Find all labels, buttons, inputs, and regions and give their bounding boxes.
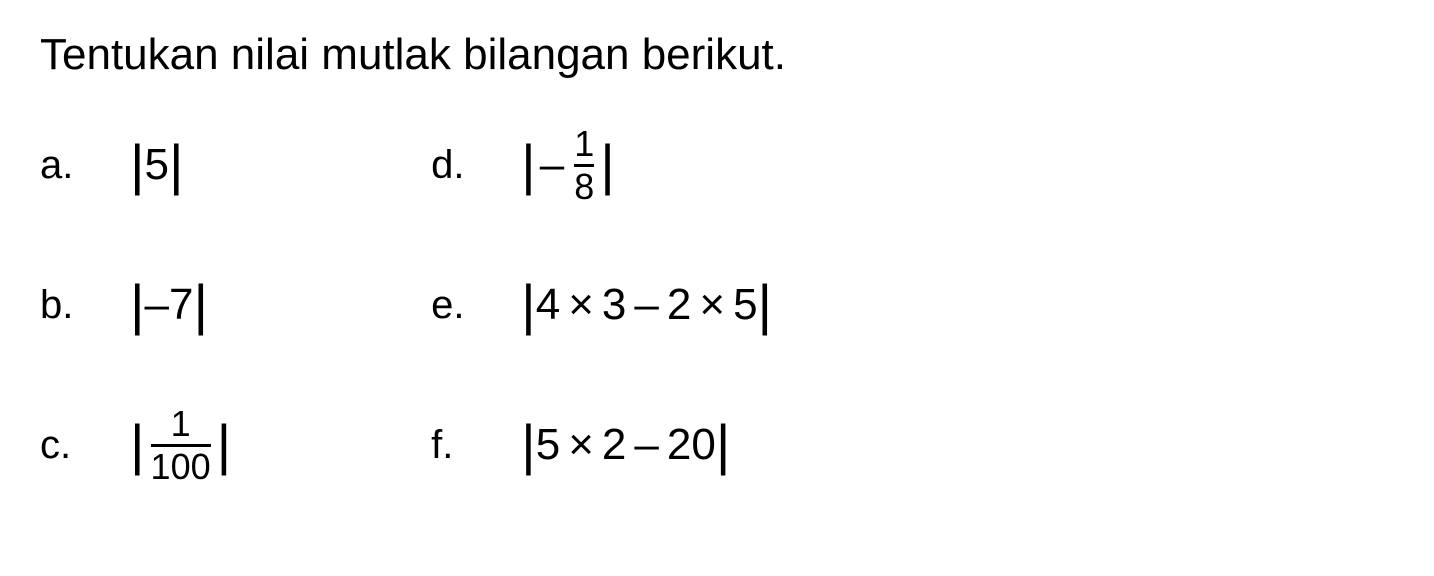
abs-close: | xyxy=(758,277,773,333)
problem-f: f. | 5 × 2 – 20 | xyxy=(431,400,772,490)
value: 7 xyxy=(169,280,193,330)
expression-a: | 5 | xyxy=(130,137,184,193)
abs-close: | xyxy=(716,417,731,473)
minus-sign: – xyxy=(540,140,564,190)
minus-sign: – xyxy=(634,280,658,330)
left-column: a. | 5 | b. | – 7 | c. | 1 100 xyxy=(40,120,231,490)
value: 5 xyxy=(733,280,757,330)
numerator: 1 xyxy=(574,126,594,164)
problem-label-d: d. xyxy=(431,143,521,188)
times-sign: × xyxy=(568,280,594,330)
problem-c: c. | 1 100 | xyxy=(40,400,231,490)
problem-label-b: b. xyxy=(40,283,130,328)
problem-d: d. | – 1 8 | xyxy=(431,120,772,210)
denominator: 8 xyxy=(574,164,594,205)
abs-open: | xyxy=(130,137,145,193)
abs-open: | xyxy=(521,277,536,333)
value: 4 xyxy=(536,280,560,330)
abs-open: | xyxy=(130,277,145,333)
expression-c: | 1 100 | xyxy=(130,406,231,485)
expression-e: | 4 × 3 – 2 × 5 | xyxy=(521,277,772,333)
right-column: d. | – 1 8 | e. | 4 × 3 – 2 × 5 xyxy=(431,120,772,490)
numerator: 1 xyxy=(171,406,191,444)
value: 5 xyxy=(536,420,560,470)
abs-close: | xyxy=(217,417,232,473)
abs-close: | xyxy=(600,137,615,193)
problem-label-f: f. xyxy=(431,423,521,468)
problem-e: e. | 4 × 3 – 2 × 5 | xyxy=(431,260,772,350)
fraction: 1 100 xyxy=(151,406,211,485)
abs-open: | xyxy=(521,417,536,473)
value: 2 xyxy=(667,280,691,330)
value: 20 xyxy=(667,420,716,470)
abs-open: | xyxy=(130,417,145,473)
abs-close: | xyxy=(169,137,184,193)
abs-close: | xyxy=(194,277,209,333)
problem-label-c: c. xyxy=(40,423,130,468)
page-title: Tentukan nilai mutlak bilangan berikut. xyxy=(40,30,1394,80)
problem-label-e: e. xyxy=(431,283,521,328)
problems-container: a. | 5 | b. | – 7 | c. | 1 100 xyxy=(40,120,1394,490)
value: 2 xyxy=(602,420,626,470)
problem-a: a. | 5 | xyxy=(40,120,231,210)
problem-b: b. | – 7 | xyxy=(40,260,231,350)
expression-d: | – 1 8 | xyxy=(521,126,615,205)
problem-label-a: a. xyxy=(40,143,130,188)
value: 5 xyxy=(145,140,169,190)
expression-b: | – 7 | xyxy=(130,277,208,333)
abs-open: | xyxy=(521,137,536,193)
minus-sign: – xyxy=(634,420,658,470)
expression-f: | 5 × 2 – 20 | xyxy=(521,417,730,473)
value: 3 xyxy=(602,280,626,330)
fraction: 1 8 xyxy=(574,126,594,205)
minus-sign: – xyxy=(145,280,169,330)
denominator: 100 xyxy=(151,444,211,485)
times-sign: × xyxy=(568,420,594,470)
times-sign: × xyxy=(699,280,725,330)
